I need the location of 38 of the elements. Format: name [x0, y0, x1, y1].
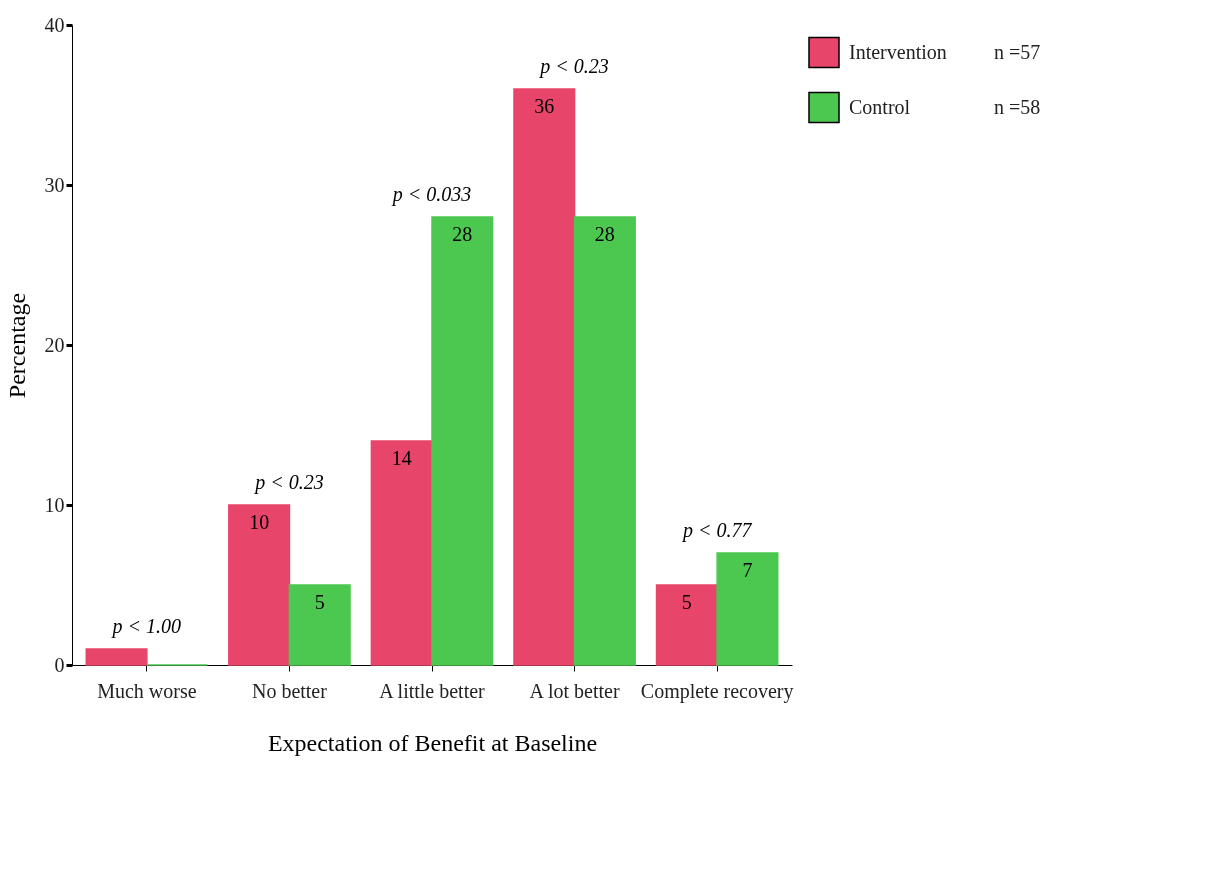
data-label: 7: [742, 559, 753, 581]
y-axis-title: Percentage: [3, 292, 30, 399]
bar: [573, 216, 636, 666]
y-tick-label: 40: [44, 13, 65, 36]
bar: [431, 216, 494, 666]
annotation: p < 0.033: [390, 183, 472, 206]
x-tick-label: A little better: [379, 679, 486, 702]
y-tick-label: 0: [54, 653, 65, 676]
legend-label: Control: [849, 95, 911, 118]
bar: [288, 584, 351, 666]
data-label: 28: [452, 223, 473, 245]
bar: [370, 440, 433, 666]
x-tick-label: Complete recovery: [640, 679, 794, 703]
annotation: p < 0.23: [253, 471, 324, 494]
data-label: 5: [314, 591, 325, 613]
bar: [655, 584, 718, 666]
text: n =57: [994, 40, 1041, 63]
annotation: p < 0.23: [538, 55, 609, 78]
y-tick-label: 30: [44, 173, 65, 196]
annotation: p < 1.00: [110, 615, 182, 638]
bar: [513, 88, 576, 666]
bar: [85, 648, 148, 666]
x-tick-label: No better: [251, 679, 328, 702]
data-label: 14: [391, 447, 412, 469]
text: n =58: [994, 95, 1041, 118]
x-axis-title: Expectation of Benefit at Baseline: [267, 729, 598, 756]
y-tick-label: 20: [44, 333, 65, 356]
data-label: 28: [594, 223, 615, 245]
data-label: 5: [681, 591, 692, 613]
data-label: 10: [249, 511, 270, 533]
bar: [716, 552, 779, 666]
annotation: p < 0.77: [680, 519, 753, 542]
legend-label: Intervention: [849, 40, 947, 63]
x-tick-label: A lot better: [529, 679, 620, 702]
x-tick-label: Much worse: [97, 679, 197, 702]
y-tick-label: 10: [44, 493, 65, 516]
data-label: 36: [534, 95, 555, 117]
bar: [228, 504, 291, 666]
